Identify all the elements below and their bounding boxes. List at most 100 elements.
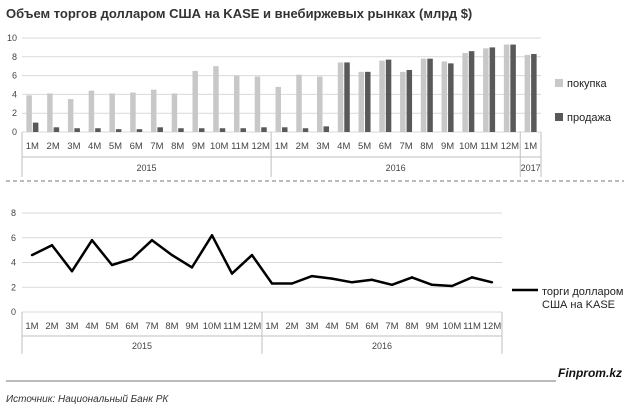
line-y-tick-label: 8 [11, 208, 16, 218]
source-note: Источник: Национальный Банк РК [6, 394, 169, 405]
bar-sell-1 [53, 127, 60, 132]
bar-x-tick-label: 1M [524, 141, 537, 152]
bar-buy-15 [337, 62, 344, 132]
line-point-14 [310, 274, 314, 278]
bar-buy-10 [233, 75, 240, 132]
bar-buy-23 [503, 44, 510, 132]
line-x-tick-label: 7M [145, 321, 158, 332]
bar-x-tick-label: 11M [480, 141, 498, 152]
line-point-8 [190, 266, 194, 269]
line-point-20 [430, 283, 434, 286]
line-x-tick-label: 2M [45, 321, 58, 332]
bar-sell-3 [95, 128, 101, 132]
line-point-18 [390, 283, 394, 286]
bar-x-tick-label: 7M [399, 141, 412, 152]
line-point-22 [470, 276, 474, 279]
line-point-5 [130, 257, 134, 260]
bar-buy-19 [420, 58, 427, 132]
brand-logo-text: Finprom.kz [557, 366, 622, 380]
line-x-tick-label: 10M [203, 321, 222, 332]
line-x-tick-label: 4M [85, 321, 98, 332]
bar-buy-4 [109, 93, 115, 132]
line-x-tick-label: 3M [305, 321, 318, 332]
bar-sell-6 [157, 127, 163, 132]
bar-x-tick-label: 12M [501, 141, 520, 152]
line-point-21 [450, 284, 454, 288]
bar-buy-5 [130, 92, 136, 132]
legend-label-buy: покупка [567, 78, 607, 90]
bar-x-tick-label: 2M [47, 141, 60, 152]
line-point-3 [90, 239, 94, 242]
line-point-16 [350, 281, 354, 284]
bar-sell-11 [261, 127, 267, 132]
line-point-2 [70, 269, 74, 273]
line-point-6 [150, 239, 154, 242]
bar-buy-20 [441, 61, 448, 132]
line-x-tick-label: 5M [345, 321, 358, 332]
bar-sell-21 [468, 51, 475, 132]
legend-swatch-buy [555, 79, 563, 87]
bar-x-tick-label: 1M [26, 141, 39, 152]
legend-label-kase: торги долларом США на KASE [542, 286, 624, 311]
bar-y-tick-label: 4 [12, 89, 17, 99]
line-point-15 [330, 277, 334, 280]
line-point-17 [370, 278, 374, 282]
bar-x-tick-label: 8M [171, 141, 184, 152]
line-x-tick-label: 5M [105, 321, 118, 332]
bar-buy-8 [192, 70, 198, 132]
line-y-tick-label: 6 [11, 233, 16, 243]
bar-sell-14 [323, 126, 330, 132]
line-x-tick-label: 10M [443, 321, 462, 332]
line-point-4 [110, 263, 114, 267]
line-x-tick-label: 1M [25, 321, 38, 332]
line-point-12 [270, 282, 274, 285]
bar-x-tick-label: 9M [441, 141, 454, 152]
line-x-tick-label: 9M [425, 321, 438, 332]
bar-sell-7 [178, 128, 184, 132]
bar-buy-6 [150, 89, 157, 132]
bar-x-tick-label: 7M [150, 141, 163, 152]
line-point-13 [290, 282, 294, 285]
line-point-9 [210, 234, 214, 237]
line-x-tick-label: 4M [325, 321, 338, 332]
line-point-10 [230, 272, 234, 275]
chart-title: Объем торгов долларом США на KASE и внеб… [6, 6, 473, 21]
bar-x-tick-label: 10M [210, 141, 229, 152]
bar-sell-2 [74, 128, 80, 132]
bar-buy-3 [88, 90, 95, 132]
bar-x-tick-label: 4M [337, 141, 350, 152]
bar-sell-15 [344, 62, 350, 132]
line-x-tick-label: 6M [365, 321, 378, 332]
bar-x-tick-label: 5M [109, 141, 122, 152]
bar-y-tick-label: 0 [12, 127, 17, 137]
legend-label-sell: продажа [567, 112, 611, 124]
legend-swatch-sell [555, 113, 563, 121]
line-series-kase [31, 234, 493, 288]
line-point-1 [50, 243, 54, 247]
bar-x-tick-label: 3M [67, 141, 80, 152]
line-x-tick-label: 8M [405, 321, 418, 332]
line-x-tick-label: 12M [483, 321, 502, 332]
line-y-tick-label: 2 [11, 282, 16, 292]
bar-sell-0 [32, 122, 39, 132]
line-x-tick-label: 3M [65, 321, 78, 332]
bar-buy-11 [254, 76, 261, 132]
line-x-tick-label: 1M [265, 321, 278, 332]
bar-x-tick-label: 5M [358, 141, 371, 152]
bar-buy-1 [47, 93, 53, 132]
bar-y-tick-label: 2 [12, 108, 17, 118]
bar-sell-12 [282, 127, 288, 132]
bar-sell-5 [136, 129, 143, 132]
line-point-7 [170, 253, 174, 257]
bar-x-tick-label: 9M [192, 141, 205, 152]
line-point-11 [250, 253, 254, 257]
bar-buy-7 [171, 93, 178, 132]
bar-sell-16 [365, 71, 371, 132]
bar-x-tick-label: 4M [88, 141, 101, 152]
bar-year-label: 2016 [386, 163, 406, 173]
line-year-label: 2016 [372, 341, 392, 351]
bar-x-tick-label: 6M [379, 141, 392, 152]
line-y-tick-label: 4 [11, 258, 16, 268]
